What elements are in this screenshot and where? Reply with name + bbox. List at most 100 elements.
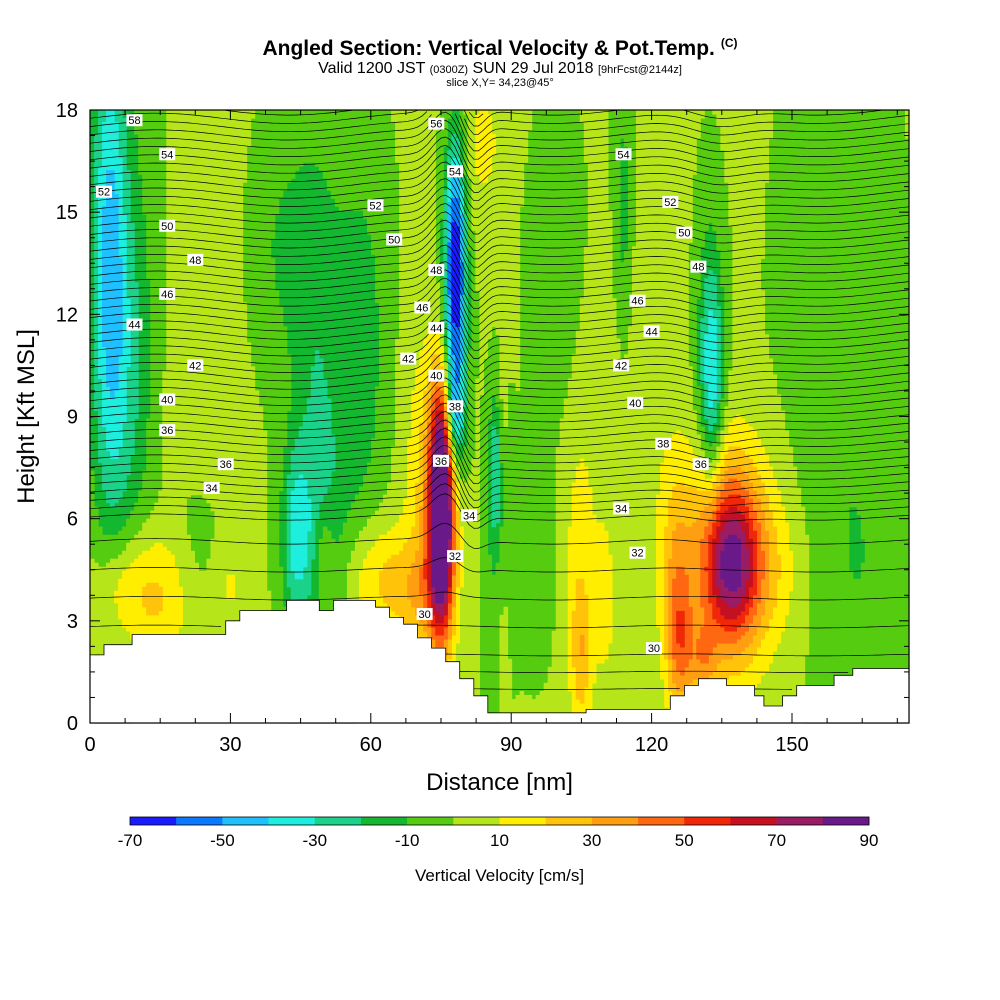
contour-label-text: 32 xyxy=(449,551,461,563)
theta-contours xyxy=(89,109,910,690)
contour-label-text: 36 xyxy=(220,459,232,471)
contour-label-32: 34 xyxy=(203,482,220,495)
contour-label-34: 34 xyxy=(613,502,630,515)
contour-label-bg xyxy=(627,396,644,409)
contour-label-bg xyxy=(615,148,632,161)
colorbar-swatch-4 xyxy=(314,817,362,825)
colorbar-tick-label-5: 30 xyxy=(582,831,601,850)
contour-label-bg xyxy=(187,359,204,372)
theta-contour-2 xyxy=(94,653,910,657)
contour-label-23: 40 xyxy=(159,393,176,406)
theta-contour-22 xyxy=(89,360,910,409)
theta-contour-39 xyxy=(89,219,910,268)
contour-label-bg xyxy=(414,301,431,314)
contour-label-3: 54 xyxy=(447,165,464,178)
theta-contour-40 xyxy=(89,211,910,260)
theta-contour-12 xyxy=(89,444,910,493)
contour-label-bg xyxy=(126,318,143,331)
contour-label-bg xyxy=(367,199,384,212)
colorbar-swatch-7 xyxy=(453,817,500,825)
colorbar-tick-label-4: 10 xyxy=(490,831,509,850)
theta-contour-30 xyxy=(89,294,910,343)
copyright-mark: (C) xyxy=(720,36,738,50)
title-text: Angled Section: Vertical Velocity & Pot.… xyxy=(262,37,715,60)
colorbar-frame xyxy=(129,816,870,826)
contour-label-text: 34 xyxy=(463,510,475,522)
contour-label-0: 58 xyxy=(126,114,143,127)
contour-label-text: 44 xyxy=(128,320,140,332)
theta-contour-21 xyxy=(89,369,910,418)
x-tick-label-2: 60 xyxy=(360,734,382,756)
contour-label-17: 44 xyxy=(126,318,143,332)
theta-contour-20 xyxy=(89,377,910,426)
contour-label-text: 48 xyxy=(189,255,201,267)
colorbar-swatch-8 xyxy=(499,817,546,825)
contour-label-text: 44 xyxy=(645,326,657,338)
theta-contour-31 xyxy=(89,286,910,334)
contour-label-text: 40 xyxy=(430,371,442,383)
contour-label-18: 44 xyxy=(428,321,445,335)
theta-contour-3 xyxy=(89,624,910,629)
theta-contour-44 xyxy=(89,178,910,227)
contour-label-text: 42 xyxy=(615,360,627,372)
theta-contour-51 xyxy=(89,120,910,168)
contour-label-text: 38 xyxy=(449,401,461,413)
contour-label-text: 50 xyxy=(388,234,400,246)
theta-contour-4 xyxy=(89,591,910,601)
colorbar-swatch-13 xyxy=(730,817,777,825)
contour-label-bg xyxy=(613,502,630,515)
colorbar-label: Vertical Velocity [cm/s] xyxy=(415,866,584,885)
contour-label-text: 34 xyxy=(615,503,627,515)
contour-label-37: 30 xyxy=(416,608,433,621)
contour-label-text: 38 xyxy=(657,439,669,451)
contour-label-bg xyxy=(645,642,662,655)
terrain-mask xyxy=(89,600,910,724)
contour-label-text: 54 xyxy=(617,149,629,161)
theta-contour-47 xyxy=(89,153,910,202)
theta-contour-35 xyxy=(89,252,910,301)
theta-contour-50 xyxy=(89,128,910,177)
contour-label-1: 56 xyxy=(428,117,445,131)
contour-label-13: 48 xyxy=(690,260,707,274)
colorbar-tick-label-0: -70 xyxy=(118,831,143,850)
contour-label-5: 52 xyxy=(96,185,113,199)
contour-label-bg xyxy=(159,219,176,232)
y-tick-label-2: 6 xyxy=(67,509,78,531)
theta-contour-17 xyxy=(89,402,910,451)
theta-contour-43 xyxy=(89,186,910,235)
contour-label-bg xyxy=(447,400,464,413)
contour-label-text: 52 xyxy=(98,187,110,199)
contour-label-text: 40 xyxy=(629,398,641,410)
theta-contour-1 xyxy=(459,670,849,674)
theta-contour-53 xyxy=(89,113,910,152)
contour-label-bg xyxy=(386,233,403,246)
theta-contour-49 xyxy=(89,136,910,185)
y-tick-label-0: 0 xyxy=(67,713,78,735)
colorbar-tick-label-1: -50 xyxy=(210,831,235,850)
forecast-info: [9hrFcst@2144z] xyxy=(597,64,682,76)
contour-label-text: 58 xyxy=(128,115,140,127)
velocity-band-8 xyxy=(451,222,460,327)
contour-label-36: 32 xyxy=(629,546,646,560)
contour-label-35: 32 xyxy=(447,550,464,563)
contour-label-14: 46 xyxy=(159,287,176,301)
theta-contour-11 xyxy=(89,453,910,501)
velocity-band-0 xyxy=(90,110,866,648)
theta-contour-27 xyxy=(89,319,910,368)
colorbar-swatch-1 xyxy=(176,817,223,825)
contour-label-bg xyxy=(159,148,176,161)
colorbar-tick-label-2: -30 xyxy=(302,831,327,850)
theta-contour-36 xyxy=(89,244,910,293)
theta-contour-33 xyxy=(89,269,910,318)
colorbar-tick-label-8: 90 xyxy=(860,831,879,850)
velocity-band-11 xyxy=(419,386,766,676)
contour-label-29: 36 xyxy=(217,458,234,471)
contour-label-8: 50 xyxy=(159,219,176,233)
contour-label-bg xyxy=(613,359,630,372)
theta-contour-8 xyxy=(89,483,910,522)
contour-label-bg xyxy=(447,550,464,563)
contour-label-26: 38 xyxy=(447,400,464,413)
theta-contour-29 xyxy=(89,302,910,351)
